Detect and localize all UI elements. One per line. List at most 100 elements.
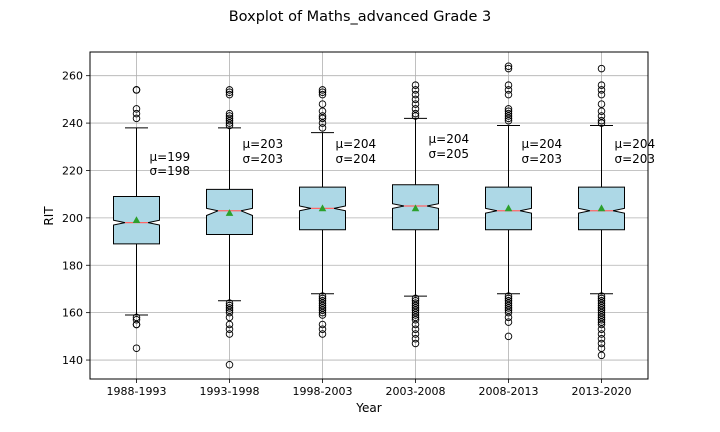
y-tick-label: 160 (62, 307, 83, 320)
x-tick-label: 2008-2013 (479, 385, 539, 398)
outlier-point (411, 308, 420, 317)
outlier-point (504, 90, 513, 99)
outlier-point (318, 301, 327, 310)
outlier-point (411, 325, 420, 333)
y-axis-label: RIT (42, 206, 56, 226)
outlier-point (225, 301, 234, 310)
outlier-point (411, 313, 420, 322)
outlier-point (318, 330, 327, 338)
outlier-point (411, 294, 420, 303)
outlier-point (504, 304, 513, 312)
outlier-point (597, 311, 606, 319)
outlier-point (411, 311, 420, 319)
mean-marker (225, 209, 234, 216)
outlier-point (318, 292, 327, 300)
outlier-point (411, 304, 420, 312)
outlier-point (411, 109, 420, 118)
outlier-point (225, 325, 234, 333)
outlier-point (318, 311, 327, 319)
outlier-point (597, 299, 606, 307)
y-tick-label: 240 (62, 117, 83, 130)
mean-annotation: μ=203 (243, 137, 284, 151)
outlier-point (225, 308, 234, 317)
outlier-point (597, 112, 606, 120)
outlier-point (225, 299, 234, 307)
outlier-point (597, 304, 606, 312)
outlier-point (597, 297, 606, 305)
outlier-point (318, 124, 327, 132)
outlier-point (318, 306, 327, 315)
outlier-point (597, 325, 606, 333)
y-tick-label: 260 (62, 70, 83, 83)
outlier-point (318, 299, 327, 307)
mean-annotation: μ=204 (336, 137, 377, 151)
outlier-point (504, 62, 513, 70)
outlier-point (597, 116, 606, 125)
outlier-point (504, 64, 513, 73)
x-tick-label: 2003-2008 (386, 385, 446, 398)
outlier-point (504, 294, 513, 303)
outlier-point (597, 320, 606, 329)
outlier-point (504, 318, 513, 326)
outlier-point (411, 81, 420, 89)
sd-annotation: σ=203 (243, 152, 284, 166)
outlier-point (318, 325, 327, 333)
x-tick-label: 1993-1998 (200, 385, 260, 398)
outlier-point (318, 114, 327, 123)
outlier-point (318, 294, 327, 303)
y-tick-label: 200 (62, 212, 83, 225)
outlier-point (318, 107, 327, 115)
outlier-point (504, 107, 513, 115)
chart-title: Boxplot of Maths_advanced Grade 3 (229, 9, 492, 25)
outlier-point (225, 320, 234, 329)
outlier-point (504, 81, 513, 89)
outlier-point (597, 81, 606, 89)
outlier-point (597, 292, 606, 300)
mean-marker (504, 204, 513, 212)
outlier-point (225, 90, 234, 99)
outlier-point (411, 105, 420, 113)
outlier-point (597, 339, 606, 348)
outlier-point (597, 316, 606, 324)
outlier-point (132, 344, 141, 352)
outlier-point (411, 339, 420, 348)
outlier-point (132, 86, 141, 94)
outlier-point (225, 361, 234, 369)
outlier-point (318, 304, 327, 312)
outlier-point (132, 313, 141, 322)
outlier-point (411, 90, 420, 99)
outlier-point (318, 297, 327, 305)
plot-frame (89, 51, 649, 380)
x-tick-label: 1998-2003 (293, 385, 353, 398)
outlier-point (504, 116, 513, 125)
outlier-point (504, 86, 513, 94)
outlier-point (597, 351, 606, 360)
outlier-point (225, 116, 234, 125)
outlier-point (504, 332, 513, 341)
outlier-point (225, 306, 234, 315)
outlier-point (504, 105, 513, 113)
sd-annotation: σ=203 (615, 152, 656, 166)
boxes: μ=199σ=198μ=203σ=203μ=204σ=204μ=204σ=205… (113, 62, 656, 369)
x-axis-ticks: 1988-1993 1993-1998 1998-2003 2003-2008 2008… (107, 379, 631, 398)
outlier-point (597, 301, 606, 310)
outlier-point (597, 294, 606, 303)
outlier-point (318, 100, 327, 108)
outlier-point (597, 86, 606, 94)
outlier-point (411, 297, 420, 305)
outlier-point (225, 304, 234, 312)
outlier-point (504, 292, 513, 300)
outlier-point (411, 86, 420, 94)
outlier-point (411, 299, 420, 307)
outlier-point (504, 112, 513, 120)
outlier-point (411, 316, 420, 324)
outlier-point (225, 109, 234, 118)
y-tick-label: 140 (62, 354, 83, 367)
